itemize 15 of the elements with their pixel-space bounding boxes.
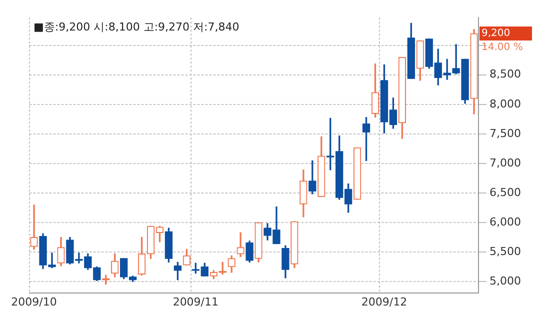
x-tick-label: 2009/10: [11, 295, 57, 308]
annotation: ■종:9,200 시:8,100 고:9,270 저:7,840: [34, 20, 240, 34]
y-tick-label: 6,000: [490, 215, 522, 228]
y-tick-label: 7,000: [490, 156, 522, 170]
text: 9,200: [482, 28, 510, 40]
y-tick-label: 5,000: [490, 274, 522, 288]
x-tick-label: 2009/11: [172, 295, 219, 308]
y-tick-label: 5,500: [490, 244, 522, 258]
y-tick-label: 8,000: [490, 97, 522, 110]
y-tick-label: 8,500: [490, 68, 522, 81]
y-tick-label: 7,500: [490, 126, 522, 140]
candlestick: [30, 204, 38, 250]
x-tick-label: 2009/12: [361, 295, 408, 308]
y-tick-label: 6,500: [490, 186, 522, 199]
text: 14.00 %: [482, 42, 523, 54]
